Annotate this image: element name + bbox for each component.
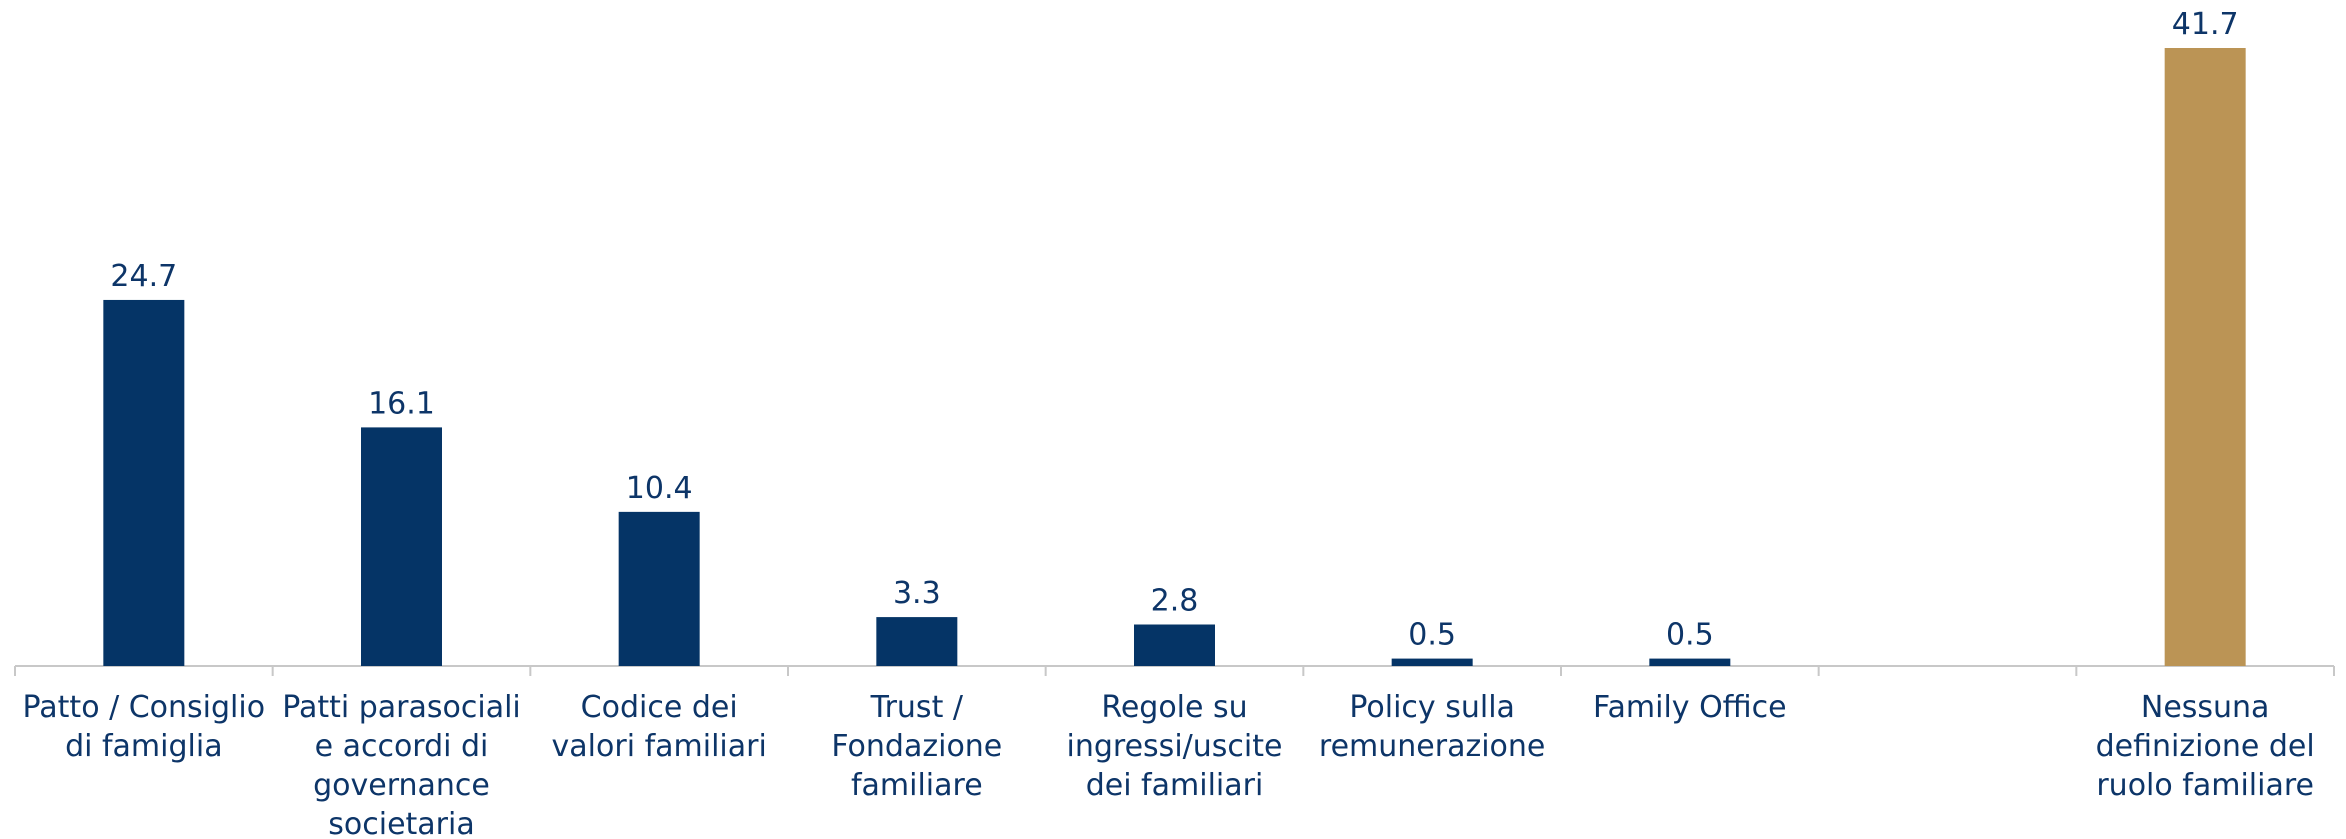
value-label: 24.7 — [110, 259, 177, 294]
x-tick-label: Nessuna definizione del ruolo familiare — [2096, 690, 2315, 803]
bar — [2164, 48, 2246, 666]
x-tick-label: Family Office — [1593, 690, 1787, 725]
x-tick-label: Trust / Fondazione familiare — [831, 690, 1002, 803]
x-tick-label: Patto / Consiglio di famiglia — [23, 690, 266, 764]
bar — [618, 511, 700, 666]
value-label: 2.8 — [1151, 584, 1199, 619]
x-tick-label: Codice dei valori familiari — [552, 690, 767, 764]
bar — [1134, 624, 1215, 666]
bar — [361, 427, 442, 666]
value-label: 16.1 — [368, 386, 435, 421]
value-label: 3.3 — [893, 576, 941, 611]
x-tick-label: Patti parasociali e accordi di governance s… — [282, 690, 521, 839]
x-tick-label: Policy sulla remunerazione — [1319, 690, 1545, 764]
value-label: 41.7 — [2172, 7, 2239, 42]
x-tick-label: Regole su ingressi/uscite dei familiari — [1067, 690, 1283, 803]
value-label: 0.5 — [1408, 618, 1456, 653]
value-label: 0.5 — [1666, 618, 1714, 653]
bar — [1649, 658, 1731, 666]
bar — [103, 299, 185, 666]
value-label: 10.4 — [626, 471, 693, 506]
bar — [1391, 658, 1473, 666]
bar — [876, 617, 958, 666]
